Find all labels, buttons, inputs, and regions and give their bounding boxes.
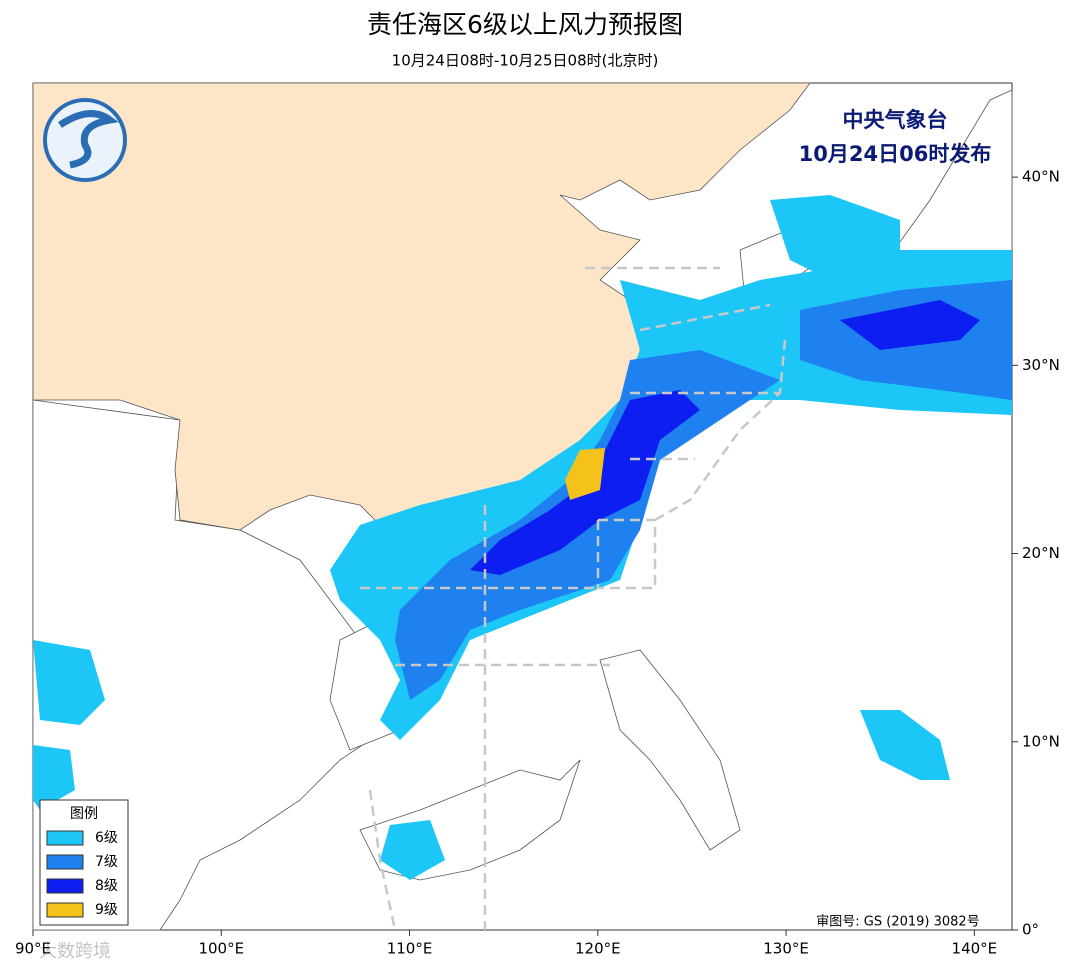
y-tick-label: 10°N [1022,732,1060,750]
y-tick-label: 0° [1022,921,1039,939]
legend-title: 图例 [70,806,98,822]
legend-label: 6级 [95,830,118,846]
legend-swatch [46,902,84,918]
x-tick-label: 120°E [575,940,621,958]
wind-area [840,300,980,350]
legend-label: 9级 [95,902,118,918]
subtitle: 10月24日08时-10月25日08时(北京时) [392,52,659,70]
land [599,649,741,851]
y-tick-label: 40°N [1022,168,1060,186]
watermark: 大数跨境 [39,941,111,962]
x-tick-label: 100°E [198,940,244,958]
x-tick-label: 140°E [952,940,998,958]
wind-area [33,640,105,725]
legend-swatch [46,854,84,870]
logo [43,98,127,182]
legend-swatch [46,830,84,846]
y-tick-label: 20°N [1022,544,1060,562]
wind-area [380,820,445,880]
wind-area [770,195,900,280]
x-tick-label: 130°E [763,940,809,958]
x-tick-label: 110°E [387,940,433,958]
y-tick-label: 30°N [1022,356,1060,374]
title: 责任海区6级以上风力预报图 [367,10,683,39]
wind-area [860,710,950,780]
wind-zones [33,195,1012,880]
legend-label: 8级 [95,878,118,894]
review-number: 审图号: GS (2019) 3082号 [816,915,979,930]
legend: 图例 6级 7级 8级 9级 [39,799,129,926]
x-tick-label: 90°E [15,940,51,958]
map: 中央气象台 10月24日06时发布 审图号: GS (2019) 3082号 图… [32,82,1013,931]
wind-area [470,390,700,575]
wind-area [565,448,605,500]
legend-swatch [46,878,84,894]
sea-zone-boundary [360,266,787,931]
issuer: 中央气象台 [843,108,948,132]
issue-time: 10月24日06时发布 [799,142,992,166]
legend-label: 7级 [95,854,118,870]
wind-area [33,745,75,810]
